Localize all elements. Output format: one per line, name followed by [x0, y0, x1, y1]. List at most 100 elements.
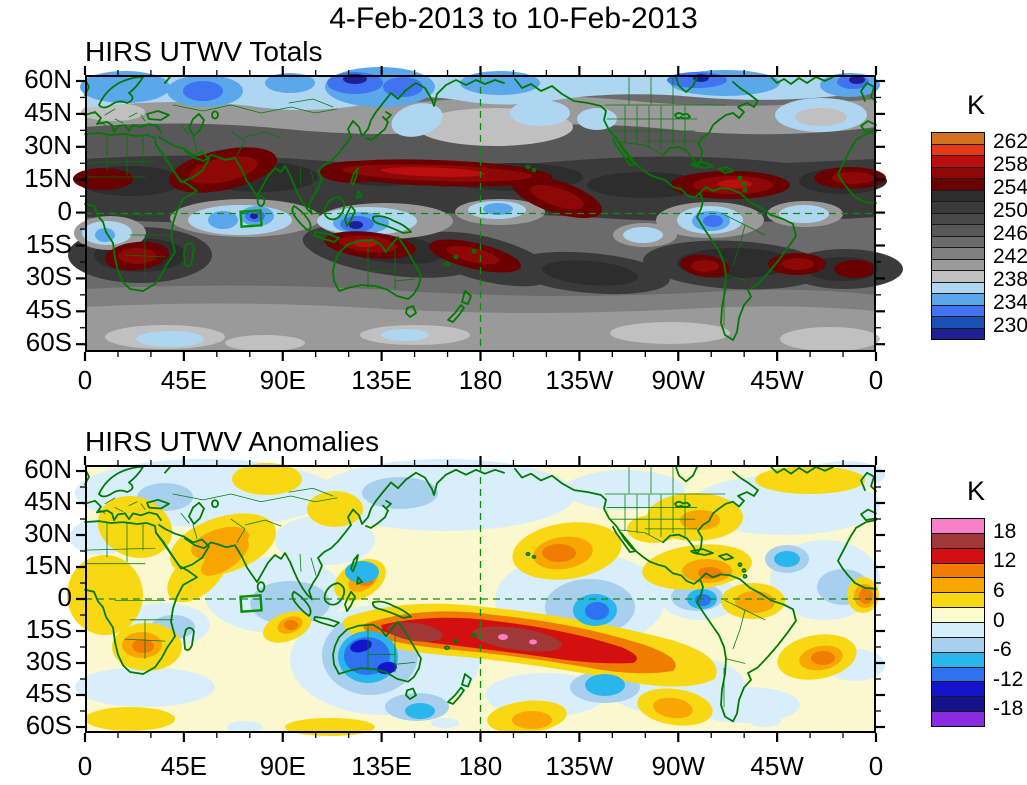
x-tick-label: 135W — [545, 751, 614, 781]
colorbar-cell — [932, 607, 984, 623]
y-tick-label: 30S — [25, 261, 72, 292]
map-border — [85, 75, 876, 352]
colorbar-cell — [932, 155, 984, 167]
colorbar-cell — [932, 622, 984, 637]
x-tick-label: 90E — [259, 751, 306, 781]
colorbar-cell — [932, 666, 984, 682]
anomalies-map — [67, 456, 885, 742]
colorbar-tick-label: -6 — [993, 638, 1012, 662]
y-tick-label: 45S — [25, 294, 72, 325]
colorbar-tick-label: 234 — [993, 290, 1027, 314]
colorbar-tick-label: 258 — [993, 153, 1027, 177]
colorbar-cell — [932, 212, 984, 224]
y-tick-label: 45N — [24, 96, 72, 127]
anomalies-contour-field — [67, 459, 885, 736]
totals-contour-field — [68, 67, 903, 352]
colorbar-cell — [932, 577, 984, 593]
colorbar-unit-label: K — [966, 476, 985, 506]
x-tick-label: 0 — [77, 751, 93, 781]
y-tick-label: 15S — [25, 614, 72, 644]
colorbar-unit-label: K — [966, 90, 985, 120]
colorbar-tick-label: -12 — [993, 667, 1024, 691]
colorbar-tick-label: 238 — [993, 267, 1027, 291]
x-tick-label: 90W — [651, 365, 705, 395]
grid-lines — [85, 75, 876, 352]
colorbar-tick-label: 254 — [993, 176, 1027, 200]
figure-title: 4-Feb-2013 to 10-Feb-2013 — [329, 2, 698, 35]
x-tick-label: 180 — [458, 365, 503, 395]
colorbar-cell — [932, 562, 984, 578]
y-tick-label: 60S — [25, 710, 72, 740]
x-tick-label: 0 — [77, 365, 93, 395]
colorbar-cell — [932, 532, 984, 548]
colorbar-tick-label: 18 — [993, 519, 1017, 543]
x-tick-label: 135W — [545, 365, 614, 395]
colorbar-cell — [932, 258, 984, 270]
totals-panel-title: HIRS UTWV Totals — [85, 36, 323, 67]
colorbar-tick-label: 242 — [993, 244, 1027, 268]
x-tick-label: 90W — [651, 751, 705, 781]
x-tick-label: 45W — [750, 365, 804, 395]
y-tick-label: 15S — [25, 228, 72, 259]
colorbar-cell — [932, 547, 984, 563]
colorbar-cell — [932, 519, 984, 533]
colorbar-totals — [931, 132, 985, 340]
colorbar-cell — [932, 166, 984, 178]
colorbar-cell — [932, 592, 984, 608]
x-tick-label: 0 — [868, 751, 884, 781]
y-tick-label: 60N — [24, 454, 72, 484]
colorbar-cell — [932, 293, 984, 305]
x-tick-label: 135E — [351, 751, 412, 781]
colorbar-cell — [932, 711, 984, 727]
y-tick-label: 60S — [25, 327, 72, 358]
y-tick-label: 30N — [24, 518, 72, 548]
y-tick-label: 0 — [57, 582, 72, 612]
colorbar-cell — [932, 270, 984, 282]
colorbar-anomalies — [931, 518, 985, 727]
colorbar-tick-label: 230 — [993, 313, 1027, 337]
x-tick-label: 0 — [868, 365, 884, 395]
colorbar-cell — [932, 178, 984, 190]
map-border — [85, 465, 876, 733]
colorbar-cell — [932, 201, 984, 213]
colorbar-tick-label: 262 — [993, 130, 1027, 154]
x-tick-label: 135E — [351, 365, 412, 395]
y-tick-label: 60N — [24, 64, 72, 94]
colorbar-cell — [932, 696, 984, 712]
y-tick-label: 15N — [24, 550, 72, 580]
y-tick-label: 15N — [24, 162, 72, 193]
colorbar-cell — [932, 304, 984, 316]
colorbar-cell — [932, 189, 984, 201]
region-box-marker — [239, 594, 263, 613]
y-tick-label: 45S — [25, 678, 72, 708]
colorbar-tick-label: 6 — [993, 578, 1005, 602]
colorbar-tick-label: -18 — [993, 697, 1024, 721]
x-tick-label: 180 — [458, 751, 503, 781]
colorbar-cell — [932, 143, 984, 155]
region-box-marker — [239, 209, 263, 228]
x-tick-label: 45E — [160, 751, 207, 781]
colorbar-cell — [932, 133, 984, 144]
x-tick-label: 90E — [259, 365, 306, 395]
colorbar-cell — [932, 327, 984, 339]
colorbar-cell — [932, 316, 984, 328]
colorbar-cell — [932, 235, 984, 247]
totals-map — [68, 66, 903, 361]
colorbar-tick-label: 12 — [993, 549, 1017, 573]
colorbar-tick-label: 246 — [993, 222, 1027, 245]
colorbar-cell — [932, 636, 984, 652]
colorbar-tick-label: 0 — [993, 608, 1005, 632]
y-tick-label: 45N — [24, 486, 72, 516]
colorbar-cell — [932, 651, 984, 667]
colorbar-cell — [932, 224, 984, 236]
colorbar-cell — [932, 247, 984, 259]
x-tick-label: 45E — [160, 365, 207, 395]
colorbar-tick-label: 250 — [993, 199, 1027, 223]
anomalies-panel-title: HIRS UTWV Anomalies — [85, 426, 380, 457]
y-tick-label: 30S — [25, 646, 72, 676]
x-tick-label: 45W — [750, 751, 804, 781]
colorbar-cell — [932, 681, 984, 697]
y-tick-label: 0 — [57, 195, 72, 226]
colorbar-cell — [932, 281, 984, 293]
